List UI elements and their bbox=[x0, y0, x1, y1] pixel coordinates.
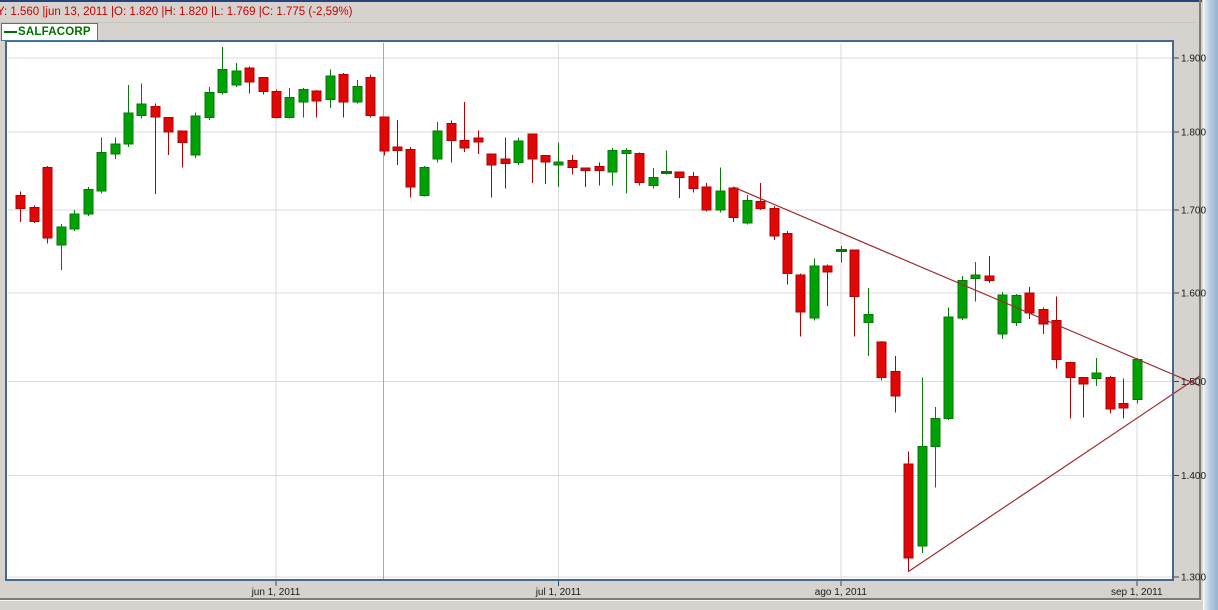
price-axis[interactable] bbox=[1173, 23, 1199, 598]
legend-box[interactable]: SALFACORP bbox=[1, 23, 98, 41]
series-line-icon bbox=[4, 30, 17, 33]
client-area-border-bottom bbox=[0, 598, 1201, 600]
window-right-edge bbox=[1203, 0, 1218, 610]
window-bottom-edge bbox=[0, 601, 1203, 610]
time-axis[interactable] bbox=[0, 581, 1199, 598]
client-area-border-right bbox=[1199, 0, 1201, 600]
ohlc-readout: Y: 1.560 |jun 13, 2011 |O: 1.820 |H: 1.8… bbox=[0, 2, 1196, 23]
client-area-border-highlight bbox=[0, 600, 1201, 601]
series-name: SALFACORP bbox=[18, 25, 91, 38]
window-top-edge bbox=[0, 0, 1202, 2]
chart-plot-area[interactable] bbox=[6, 41, 1173, 580]
ohlc-readout-text: Y: 1.560 |jun 13, 2011 |O: 1.820 |H: 1.8… bbox=[0, 6, 353, 18]
